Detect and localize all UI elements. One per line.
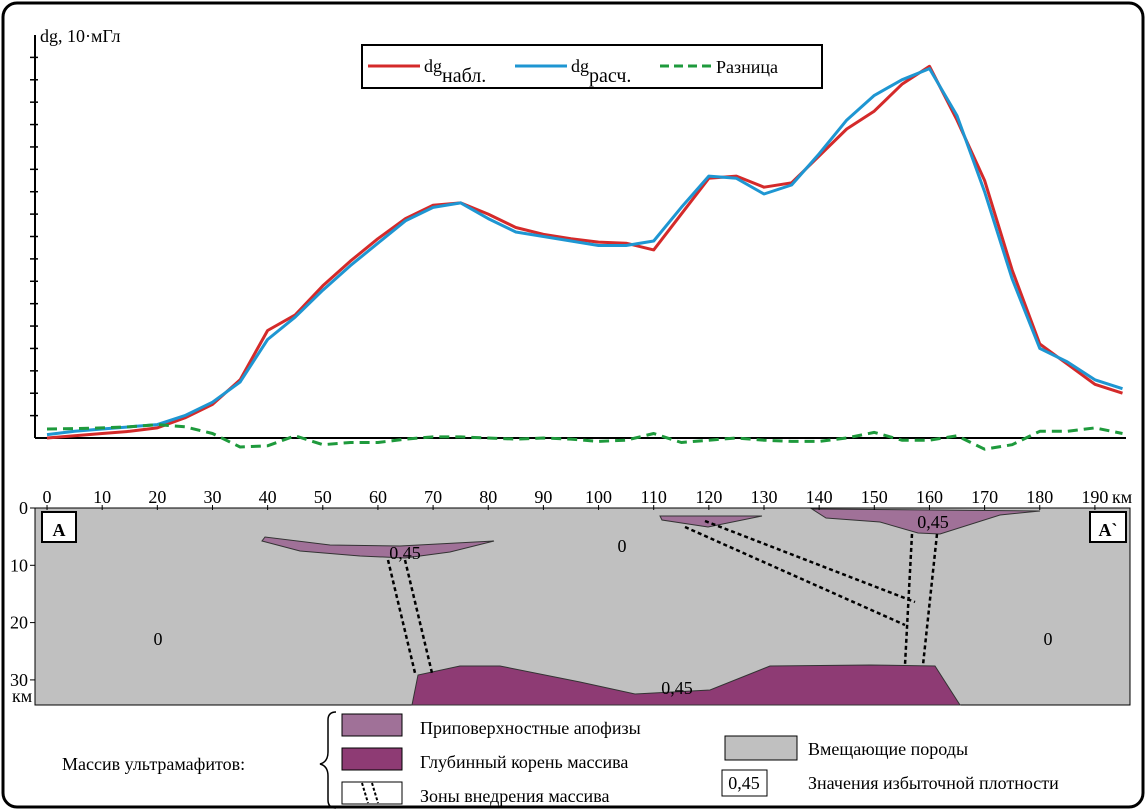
density: 0,45 <box>917 512 949 532</box>
y-label: dg, 10·мГл <box>40 26 120 46</box>
x-tick-label: 20 <box>148 487 166 507</box>
legend-item: Зоны внедрения массива <box>420 786 609 806</box>
figure: A A` 0,45 0 0 0 0,45 0,45 км dg, 10·мГл … <box>0 0 1146 810</box>
density: 0 <box>618 536 627 556</box>
x-tick-label: 40 <box>259 487 277 507</box>
x-tick-label: 160 <box>916 487 943 507</box>
x-tick-label: 100 <box>585 487 612 507</box>
legend-sub: расч. <box>589 65 631 87</box>
depth-tick-label: 10 <box>10 555 28 575</box>
legend-label: Разница <box>716 57 778 77</box>
host-rock <box>35 508 1130 705</box>
x-tick-label: 10 <box>93 487 111 507</box>
density: 0 <box>1044 629 1053 649</box>
legend-sub: набл. <box>442 65 486 87</box>
x-tick-label: 190 <box>1081 487 1108 507</box>
depth-tick-label: 20 <box>10 613 28 633</box>
x-tick-label: 0 <box>43 487 52 507</box>
legend-item: Значения избыточной плотности <box>808 773 1059 793</box>
depth-tick-label: 0 <box>19 498 28 518</box>
value-box-label: 0,45 <box>728 773 760 793</box>
density: 0,45 <box>661 678 693 698</box>
legend-name: dg <box>424 56 442 76</box>
x-tick-label: 120 <box>695 487 722 507</box>
x-tick-label: 140 <box>806 487 833 507</box>
end-label: A` <box>1099 520 1118 540</box>
legend-item: Глубинный корень массива <box>420 752 628 772</box>
legend-name: dg <box>571 56 589 76</box>
legend-item: Приповерхностные апофизы <box>420 718 641 738</box>
x-tick-label: 80 <box>479 487 497 507</box>
x-tick-label: 60 <box>369 487 387 507</box>
depth-tick-label: 30 <box>10 670 28 690</box>
density: 0 <box>154 629 163 649</box>
legend-item: Вмещающие породы <box>808 739 968 759</box>
x-tick-label: 30 <box>203 487 221 507</box>
density: 0,45 <box>389 543 421 563</box>
swatch <box>342 714 402 736</box>
start-label: A <box>53 520 66 540</box>
swatch <box>725 736 797 760</box>
x-tick-label: 70 <box>424 487 442 507</box>
x-tick-label: 110 <box>641 487 667 507</box>
x-unit: км <box>1112 487 1132 507</box>
x-tick-label: 130 <box>751 487 778 507</box>
legend-group: Массив ультрамафитов: <box>62 754 245 774</box>
x-tick-label: 150 <box>861 487 888 507</box>
x-tick-label: 50 <box>314 487 332 507</box>
swatch <box>342 748 402 770</box>
x-tick-label: 170 <box>971 487 998 507</box>
x-tick-label: 90 <box>534 487 552 507</box>
x-tick-label: 180 <box>1026 487 1053 507</box>
